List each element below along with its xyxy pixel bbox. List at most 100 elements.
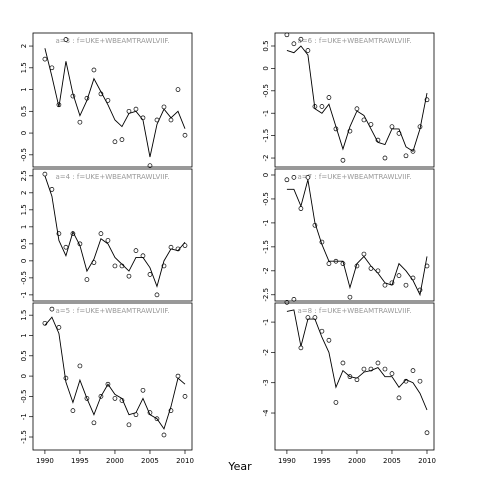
observed-point [403,153,409,159]
observed-point [119,398,125,403]
y-tick-label: 1.5 [20,62,28,73]
y-tick-label: 1 [20,333,28,337]
y-tick-label: 0.5 [20,238,28,249]
observed-point [298,36,304,42]
observed-point [396,395,402,401]
observed-point [382,366,388,372]
panel-title: a=7 : f=UKE+WBEAMTRAWLVIIF. [297,173,411,181]
panel-title: a=6 : f=UKE+WBEAMTRAWLVIIF. [297,37,411,45]
observed-point [361,117,367,123]
observed-point [298,345,304,351]
observed-point [70,231,76,236]
observed-point [126,422,132,428]
observed-point [424,263,430,269]
observed-point [182,132,188,138]
observed-point [126,108,132,114]
observed-point [305,48,311,53]
observed-point [312,222,318,228]
observed-point [133,412,139,418]
observed-point [403,282,409,288]
y-tick-label: 2 [20,191,28,195]
x-tick-label: 1990 [36,457,54,465]
y-tick-label: -2.5 [262,288,270,302]
observed-point [368,366,374,372]
y-tick-label: 1 [20,225,28,229]
observed-point [347,374,353,380]
observed-point [70,408,76,413]
observed-point [154,416,160,422]
observed-point [140,387,146,393]
panel-frame [274,302,435,451]
x-axis-label: Year [227,460,252,473]
observed-point [112,396,118,401]
x-tick-label: 1995 [71,457,89,465]
observed-point [417,124,423,130]
observed-point [389,124,395,130]
observed-point [84,396,90,401]
observed-point [312,315,318,320]
observed-point [312,104,318,109]
fitted-line [44,316,186,430]
x-tick-label: 1995 [313,457,331,465]
y-tick-label: -2 [262,349,270,356]
observed-point [147,272,153,277]
observed-point [140,253,146,259]
y-tick-label: -1.5 [20,430,28,444]
y-tick-label: 0 [262,173,270,177]
observed-point [161,432,167,438]
observed-point [340,157,346,163]
observed-point [396,131,402,136]
panel-title: a=8 : f=UKE+WBEAMTRAWLVIIF. [297,307,411,315]
observed-point [326,261,332,266]
x-tick-label: 1990 [278,457,296,465]
observed-point [368,266,374,271]
observed-point [42,320,48,326]
observed-point [77,363,83,369]
y-tick-label: -0.5 [262,192,270,206]
observed-point [319,104,325,109]
observed-point [340,360,346,366]
observed-point [154,292,160,298]
observed-point [284,177,290,183]
panel-frame [274,32,435,168]
observed-point [133,248,139,253]
observed-point [77,241,83,247]
observed-point [91,67,97,73]
observed-point [161,104,167,110]
observed-point [98,394,104,399]
observed-point [49,187,55,192]
y-tick-label: 0.5 [262,40,270,51]
observed-point [175,246,181,252]
observed-point [168,117,174,123]
observed-point [182,243,188,248]
y-tick-label: -1 [262,219,270,226]
observed-point [410,275,416,281]
y-tick-label: -2 [262,155,270,162]
y-tick-label: -0.5 [20,148,28,162]
observed-point [56,231,62,236]
observed-point [417,378,423,384]
panel-title: a=3 : f=UKE+WBEAMTRAWLVIIF. [55,37,169,45]
observed-point [119,137,125,142]
x-tick-label: 2010 [176,457,194,465]
y-tick-label: 0 [20,259,28,263]
observed-point [305,315,311,320]
observed-point [168,408,174,413]
y-tick-label: 0.5 [20,106,28,117]
observed-point [49,65,55,71]
observed-point [126,273,132,279]
y-tick-label: 0.5 [20,350,28,361]
panel-frame [32,302,193,451]
observed-point [354,263,360,269]
observed-point [354,377,360,383]
x-tick-label: 2005 [141,457,159,465]
observed-point [112,263,118,269]
observed-point [105,98,111,103]
observed-point [340,261,346,266]
observed-point [417,287,423,293]
observed-point [284,300,290,305]
observed-point [326,95,332,100]
observed-point [403,378,409,384]
observed-point [168,244,174,250]
